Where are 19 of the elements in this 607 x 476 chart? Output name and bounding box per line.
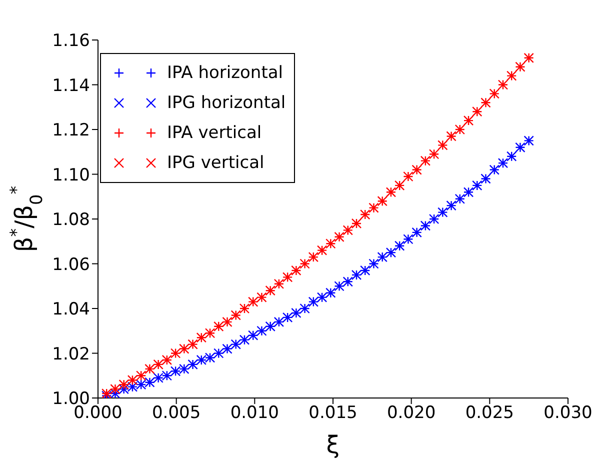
x-tick-label: 0.005 (152, 403, 201, 424)
y-tick-label: 1.12 (52, 120, 90, 141)
y-tick-label: 1.10 (52, 165, 90, 186)
x-tick-label: 0.030 (544, 403, 592, 424)
legend-label: IPG vertical (167, 153, 264, 173)
y-tick-label: 1.16 (52, 31, 90, 52)
x-tick-label: 0.015 (308, 403, 358, 424)
x-tick-label: 0.010 (230, 403, 280, 424)
x-tick-label: 0.025 (465, 403, 514, 424)
y-tick-label: 1.02 (52, 344, 90, 364)
legend-label: IPG horizontal (167, 93, 286, 113)
y-tick-label: 1.14 (52, 76, 90, 96)
y-tick-label: 1.08 (52, 210, 90, 230)
y-tick-label: 1.06 (52, 254, 90, 275)
legend-label: IPA horizontal (167, 63, 284, 83)
legend-label: IPA vertical (167, 123, 262, 143)
x-tick-label: 0.020 (386, 403, 436, 424)
x-axis-title: ξ (326, 431, 340, 459)
y-tick-label: 1.04 (52, 300, 90, 320)
